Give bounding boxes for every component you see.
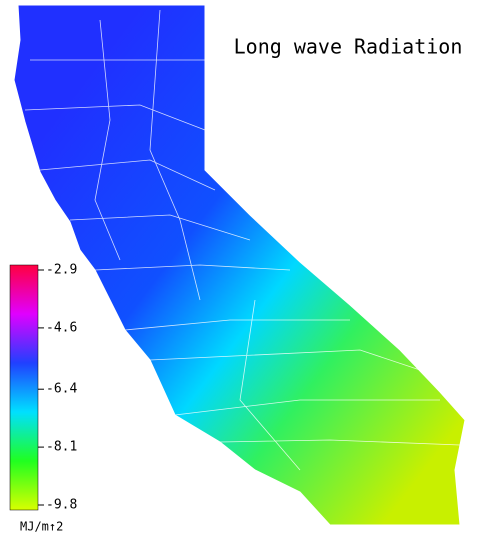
- colorbar-tick-label: -8.1: [46, 440, 77, 455]
- colorbar-unit: MJ/m↑2: [20, 520, 63, 534]
- colorbar-tick-label: -9.8: [46, 498, 77, 513]
- county-lines: [24, 9, 461, 471]
- colorbar-tick-label: -6.4: [46, 382, 77, 397]
- colorbar: [9, 264, 39, 511]
- colorbar-tick-label: -2.9: [46, 263, 77, 278]
- map-title: Long wave Radiation: [234, 35, 463, 59]
- california-map: [13, 4, 466, 526]
- colorbar-tick-label: -4.6: [46, 320, 77, 335]
